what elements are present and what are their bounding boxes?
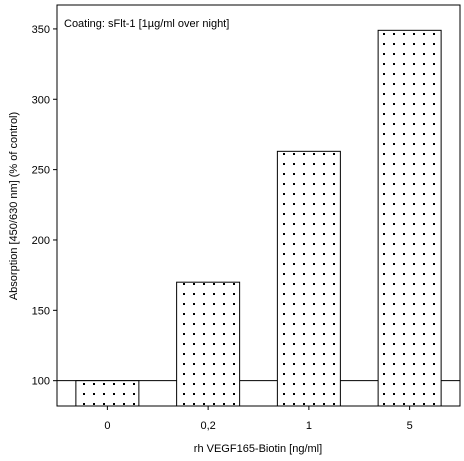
y-axis: 100 150 200 250 300 350 xyxy=(32,24,57,388)
y-tick-label: 200 xyxy=(32,235,50,247)
bars-group xyxy=(75,29,442,407)
y-tick-label: 350 xyxy=(32,24,50,36)
chart-annotation: Coating: sFlt-1 [1µg/ml over night] xyxy=(64,18,229,30)
x-tick-label: 0 xyxy=(104,420,110,432)
bar xyxy=(276,150,341,407)
x-axis: 0 0,2 1 5 xyxy=(104,406,413,432)
plot-frame xyxy=(56,4,461,407)
x-axis-label: rh VEGF165-Biotin [ng/ml] xyxy=(194,443,322,455)
x-tick-label: 5 xyxy=(407,420,413,432)
x-tick-label: 0,2 xyxy=(200,420,215,432)
y-tick-label: 150 xyxy=(32,305,50,317)
x-tick-label: 1 xyxy=(306,420,312,432)
bar xyxy=(377,29,442,407)
bar xyxy=(75,380,140,407)
y-tick-label: 250 xyxy=(32,165,50,177)
y-axis-label: Absorption [450/630 nm] (% of control) xyxy=(8,112,20,300)
bar xyxy=(176,281,241,407)
y-tick-label: 100 xyxy=(32,376,50,388)
y-tick-label: 300 xyxy=(32,94,50,106)
